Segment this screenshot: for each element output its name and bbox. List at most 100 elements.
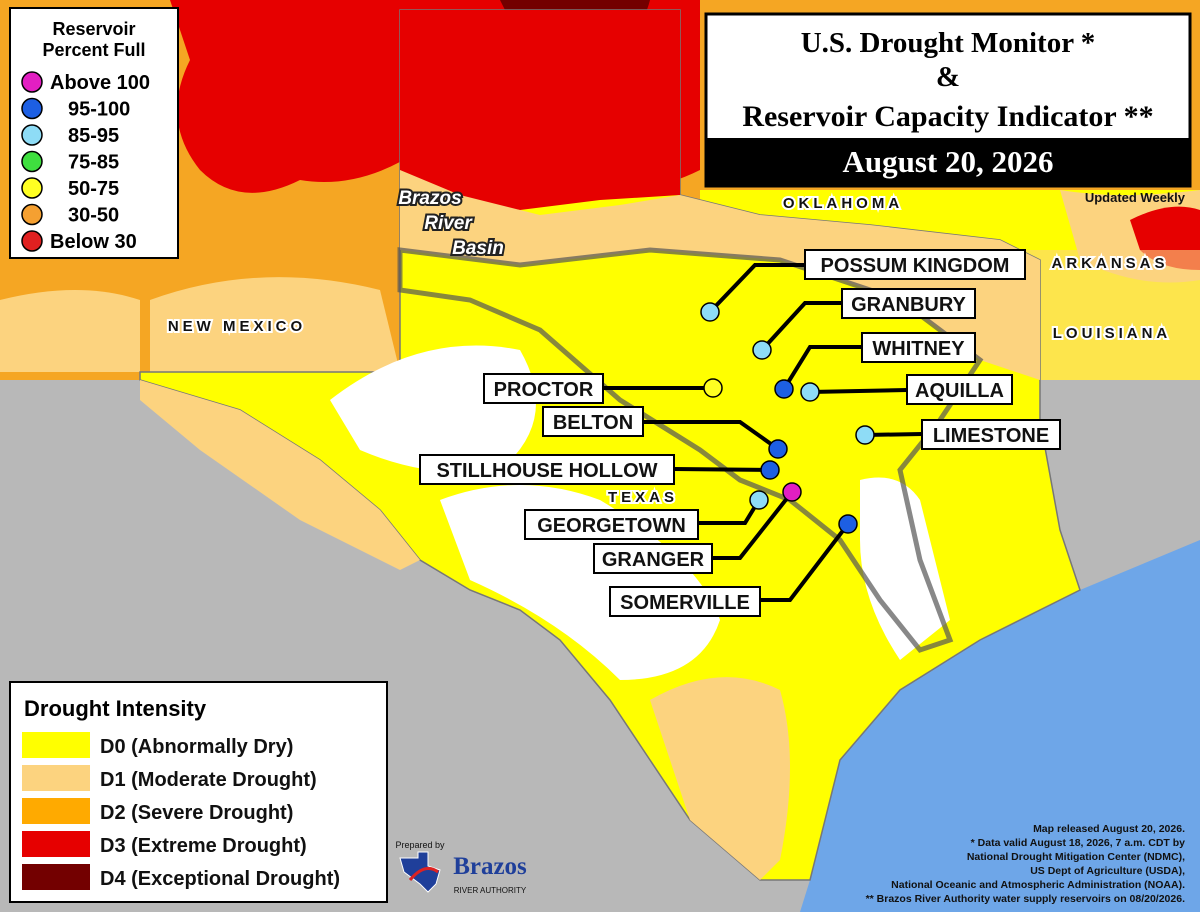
reservoir-label-box <box>841 288 976 319</box>
basin-label: River <box>424 213 473 234</box>
leader-line <box>760 522 850 602</box>
reservoir-name: PROCTOR <box>494 379 594 401</box>
reservoir-name: AQUILLA <box>915 380 1004 402</box>
drought-legend: D0 (Abnormally Dry) D1 (Moderate Drought)… <box>22 732 340 890</box>
legend-swatch <box>22 864 90 890</box>
legend-label: D1 (Moderate Drought) <box>100 769 317 791</box>
reservoir-label-box <box>419 454 675 485</box>
reservoir-name: BELTON <box>553 412 633 434</box>
reservoir-label-box <box>804 249 1026 280</box>
reservoir-label-box <box>483 373 604 404</box>
legend-title: Percent Full <box>42 40 145 60</box>
reservoir-name: GEORGETOWN <box>537 515 686 537</box>
reservoir-marker <box>760 460 780 480</box>
logo-name: Brazos <box>453 853 527 880</box>
title: U.S. Drought Monitor * <box>801 27 1096 59</box>
reservoir-name: GRANBURY <box>851 294 966 316</box>
reservoir-legend: Above 100 95-100 85-95 75-85 50-75 30-50 Below… <box>21 71 150 253</box>
legend-swatch <box>22 765 90 791</box>
credit-line: US Dept of Agriculture (USDA), <box>1030 865 1185 877</box>
leader-line <box>809 388 908 394</box>
reservoir-name: SOMERVILLE <box>620 592 750 614</box>
reservoir-marker <box>768 439 788 459</box>
reservoir-layer: POSSUM KINGDOM GRANBURY WHITNEY AQUILLA LIME… <box>419 249 1061 617</box>
reservoir-label-box <box>609 586 761 617</box>
credit-line: National Drought Mitigation Center (NDMC… <box>967 851 1185 863</box>
legend-swatch <box>21 230 43 252</box>
prepared-by: Prepared by <box>395 840 445 850</box>
drought-none-central <box>440 485 720 680</box>
legend-title: Drought Intensity <box>24 696 207 721</box>
drought-none-east <box>860 477 950 660</box>
leader-line <box>760 301 842 352</box>
legend-label: D2 (Severe Drought) <box>100 802 293 824</box>
legend-label: 95-100 <box>68 99 130 121</box>
reservoir-label-box <box>906 374 1013 405</box>
state-label: NEW MEXICO <box>168 318 306 335</box>
legend-swatch <box>21 71 43 93</box>
reservoir-name: LIMESTONE <box>933 425 1049 447</box>
drought-d1-north-tx <box>400 170 1040 380</box>
leader-line <box>643 420 780 451</box>
reservoir-marker <box>782 482 802 502</box>
legend-swatch <box>22 732 90 758</box>
legend-swatch <box>21 203 43 226</box>
reservoir-label-box <box>593 543 713 574</box>
drought-d1-ark <box>1000 250 1200 380</box>
state-label: TEXAS <box>608 489 678 506</box>
reservoir-marker <box>774 379 794 399</box>
title: & <box>936 61 960 93</box>
leader-line <box>708 263 805 314</box>
updated-note: Updated Weekly <box>1085 190 1186 205</box>
reservoir-marker <box>800 382 820 402</box>
credit-line: Map released August 20, 2026. <box>1033 823 1185 835</box>
state-label: ARKANSAS <box>1051 255 1168 272</box>
legend-label: 85-95 <box>68 125 119 147</box>
date: August 20, 2026 <box>842 144 1053 179</box>
credit-line: * Data valid August 18, 2026, 7 a.m. CDT… <box>971 837 1186 849</box>
legend-label: 50-75 <box>68 178 119 200</box>
reservoir-marker <box>752 340 772 360</box>
drought-d1-west <box>140 380 420 570</box>
drought-d1-south <box>650 677 790 880</box>
logo-swoosh <box>408 866 439 881</box>
legend-label: D0 (Abnormally Dry) <box>100 736 293 758</box>
reservoir-label-box <box>921 419 1061 450</box>
legend-label: 30-50 <box>68 205 119 227</box>
credits: Map released August 20, 2026. * Data vali… <box>866 823 1186 905</box>
reservoir-name: WHITNEY <box>872 338 965 360</box>
logo-subtitle: RIVER AUTHORITY <box>454 886 527 895</box>
leader-line <box>712 490 794 560</box>
drought-d1-nm <box>0 290 140 372</box>
legend-swatch <box>21 150 43 173</box>
legend-label: 75-85 <box>68 152 119 174</box>
reservoir-marker <box>749 490 769 510</box>
legend-swatch <box>22 798 90 824</box>
reservoir-name: GRANGER <box>602 549 705 571</box>
legend-label: Below 30 <box>50 231 137 253</box>
reservoir-marker <box>700 302 720 322</box>
legend-title: Reservoir <box>52 19 135 39</box>
reservoir-marker <box>703 378 723 398</box>
reservoir-name: POSSUM KINGDOM <box>821 255 1010 277</box>
credit-line: ** Brazos River Authority water supply r… <box>866 893 1185 905</box>
reservoir-marker <box>838 514 858 534</box>
drought-d3-panhandle <box>400 10 680 210</box>
leader-line <box>782 345 862 391</box>
basin-label: Brazos <box>398 188 461 209</box>
basin-label: Basin <box>452 238 504 259</box>
title: Reservoir Capacity Indicator ** <box>742 100 1153 133</box>
credit-line: National Oceanic and Atmospheric Adminis… <box>891 879 1185 891</box>
state-label: LOUISIANA <box>1053 325 1172 342</box>
reservoir-name: STILLHOUSE HOLLOW <box>436 460 657 482</box>
reservoir-label-box <box>524 509 699 540</box>
gulf-of-mexico <box>800 540 1200 912</box>
legend-label: D3 (Extreme Drought) <box>100 835 307 857</box>
reservoir-label-box <box>861 332 976 363</box>
legend-swatch <box>22 831 90 857</box>
drought-d1-nm2 <box>150 277 400 372</box>
leader-line <box>673 467 771 472</box>
reservoir-label-box <box>542 406 644 437</box>
